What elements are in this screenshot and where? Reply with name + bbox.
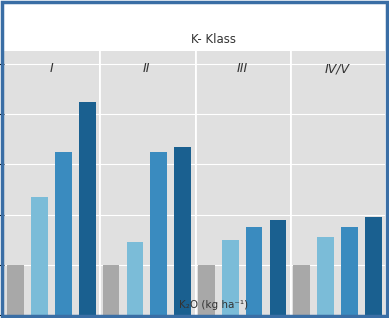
Text: II: II bbox=[143, 62, 151, 75]
Text: Relativa merskörden av potatis i förhållande till K-AL-klassen: Relativa merskörden av potatis i förhåll… bbox=[13, 21, 389, 36]
Bar bbox=[222, 239, 238, 318]
Text: K₂O (kg ha⁻¹): K₂O (kg ha⁻¹) bbox=[179, 300, 249, 310]
Bar bbox=[174, 147, 191, 318]
Bar bbox=[31, 197, 48, 318]
Bar bbox=[341, 227, 358, 318]
Bar bbox=[198, 265, 215, 318]
Bar bbox=[246, 227, 263, 318]
Bar bbox=[126, 242, 143, 318]
Bar bbox=[293, 265, 310, 318]
Bar bbox=[55, 152, 72, 318]
Bar bbox=[317, 237, 334, 318]
Bar bbox=[270, 219, 286, 318]
Bar bbox=[365, 217, 382, 318]
Text: III: III bbox=[237, 62, 248, 75]
Text: IV/V: IV/V bbox=[325, 62, 350, 75]
Bar bbox=[79, 102, 96, 318]
Bar bbox=[151, 152, 167, 318]
Text: I: I bbox=[50, 62, 53, 75]
Text: K- Klass: K- Klass bbox=[191, 33, 237, 46]
Bar bbox=[7, 265, 24, 318]
Bar bbox=[103, 265, 119, 318]
